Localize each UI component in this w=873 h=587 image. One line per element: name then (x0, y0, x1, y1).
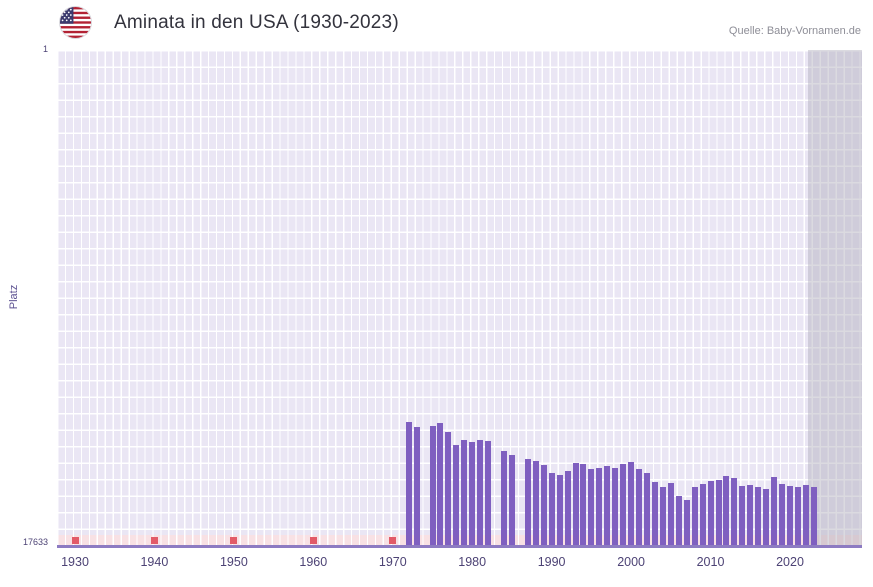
x-tick-label-1960: 1960 (299, 555, 328, 569)
bar-1973[interactable] (413, 427, 420, 545)
bar-1972[interactable] (405, 422, 412, 545)
bar-1978[interactable] (453, 444, 460, 545)
x-tick-label-1990: 1990 (537, 555, 566, 569)
bar-1989[interactable] (540, 464, 547, 545)
x-tick-label-1940: 1940 (140, 555, 169, 569)
bar-2001[interactable] (636, 469, 642, 545)
x-tick-label-2010: 2010 (696, 555, 725, 569)
x-tick-label-2020: 2020 (776, 555, 804, 569)
x-tick-label-2000: 2000 (617, 555, 645, 569)
no-data-mark-1960 (309, 537, 317, 544)
bar-1975[interactable] (429, 425, 436, 545)
bar-1979[interactable] (461, 440, 468, 545)
source-credit: Quelle: Baby-Vornamen.de (728, 25, 861, 37)
bar-1994[interactable] (580, 464, 587, 545)
bar-2014[interactable] (739, 485, 746, 545)
bar-2022[interactable] (802, 485, 809, 545)
bar-2004[interactable] (659, 486, 666, 545)
bar-2021[interactable] (794, 486, 801, 545)
bar-1980[interactable] (469, 442, 476, 545)
bar-2005[interactable] (667, 482, 674, 545)
x-tick-label-1980: 1980 (458, 555, 487, 569)
bar-1998[interactable] (612, 468, 619, 545)
bar-1990[interactable] (548, 472, 555, 545)
y-tick-top: 1 (42, 44, 48, 54)
bar-2011[interactable] (715, 479, 722, 545)
bar-1995[interactable] (588, 468, 595, 545)
page-title: Aminata in den USA (1930-2023) (114, 12, 399, 33)
bar-1977[interactable] (445, 432, 452, 545)
bar-2003[interactable] (651, 482, 658, 545)
bar-1996[interactable] (596, 467, 603, 545)
bar-2000[interactable] (628, 462, 635, 545)
bar-2023[interactable] (810, 487, 817, 545)
x-tick-label-1930: 1930 (61, 555, 89, 569)
bar-1982[interactable] (485, 441, 492, 545)
bar-1976[interactable] (437, 423, 444, 545)
bar-1987[interactable] (524, 459, 531, 545)
bar-1991[interactable] (556, 474, 563, 545)
bar-2013[interactable] (731, 477, 738, 545)
bars-layer (57, 50, 862, 545)
bar-2020[interactable] (787, 485, 793, 545)
y-axis-label: Platz (8, 284, 20, 310)
bar-1988[interactable] (532, 461, 539, 545)
x-axis: 1930 1940 1950 1960 1970 1980 1990 2000 2010 2020 (57, 555, 862, 573)
bar-2019[interactable] (779, 484, 785, 545)
bar-2008[interactable] (691, 486, 698, 545)
bar-1993[interactable] (572, 462, 579, 545)
no-data-mark-1940 (150, 537, 158, 544)
no-data-mark-1970 (389, 537, 397, 544)
bar-1981[interactable] (477, 439, 484, 545)
bar-2002[interactable] (644, 472, 650, 545)
bar-2009[interactable] (699, 484, 706, 545)
y-tick-bottom: 17633 (22, 537, 48, 547)
bar-2015[interactable] (747, 484, 754, 545)
bar-1997[interactable] (604, 466, 611, 545)
plot-area (57, 50, 862, 545)
bar-2016[interactable] (755, 486, 762, 545)
bar-2017[interactable] (763, 488, 770, 545)
bar-2010[interactable] (707, 481, 714, 545)
bar-1992[interactable] (564, 470, 571, 545)
bar-2007[interactable] (683, 500, 690, 545)
no-data-mark-1950 (230, 537, 238, 544)
x-axis-line (57, 545, 862, 548)
no-data-mark-1930 (71, 537, 79, 544)
bar-1999[interactable] (620, 464, 627, 545)
x-tick-label-1950: 1950 (219, 555, 248, 569)
bar-2012[interactable] (723, 476, 730, 545)
bar-1985[interactable] (508, 454, 515, 545)
bar-1984[interactable] (501, 450, 507, 545)
bar-2018[interactable] (771, 476, 778, 545)
x-tick-label-1970: 1970 (378, 555, 407, 569)
no-data-strip (57, 535, 862, 545)
bar-2006[interactable] (675, 495, 682, 545)
us-flag-icon (60, 7, 91, 38)
recent-years-band (808, 50, 862, 545)
